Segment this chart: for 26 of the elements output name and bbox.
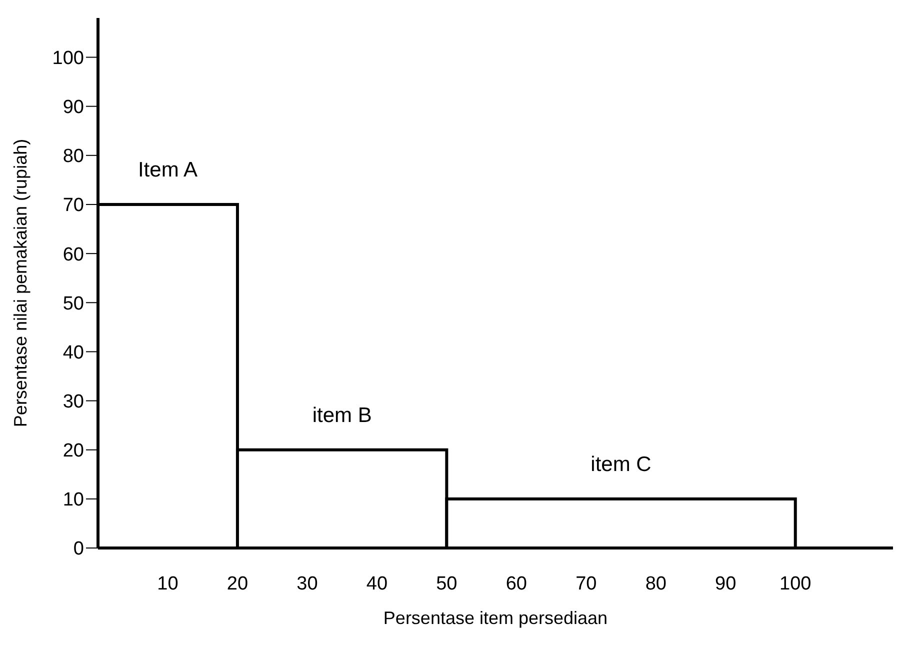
annotation: item C: [590, 452, 652, 476]
y-tick-label: 20: [62, 440, 84, 462]
y-tick-label: 70: [62, 195, 84, 216]
x-tick-label: 80: [645, 573, 666, 594]
x-tick-label: 90: [715, 573, 736, 594]
x-tick-label: 20: [226, 573, 248, 594]
y-tick-label: 40: [62, 342, 84, 364]
y-tick-label: 10: [62, 490, 84, 511]
y-tick-label: 30: [62, 392, 84, 413]
x-tick-label: 60: [506, 573, 527, 594]
x-tick-label: 100: [780, 573, 812, 594]
y-tick-label: 0: [73, 538, 84, 560]
x-axis-title: Persentase item persediaan: [383, 608, 608, 628]
y-tick-label: 60: [62, 244, 84, 266]
x-tick-label: 70: [576, 573, 597, 594]
x-tick-label: 30: [296, 573, 318, 594]
annotation: Item A: [138, 158, 198, 182]
annotation: item B: [312, 404, 372, 427]
x-tick-label: 10: [157, 573, 178, 594]
y-tick-label: 80: [62, 146, 84, 168]
y-axis-title: Persentase nilai pemakaian (rupiah): [10, 138, 30, 428]
y-tick-label: 50: [62, 293, 84, 314]
y-tick-label: 100: [52, 48, 84, 70]
x-tick-label: 40: [366, 573, 388, 594]
y-tick-label: 90: [62, 97, 84, 118]
x-tick-label: 50: [436, 573, 458, 594]
